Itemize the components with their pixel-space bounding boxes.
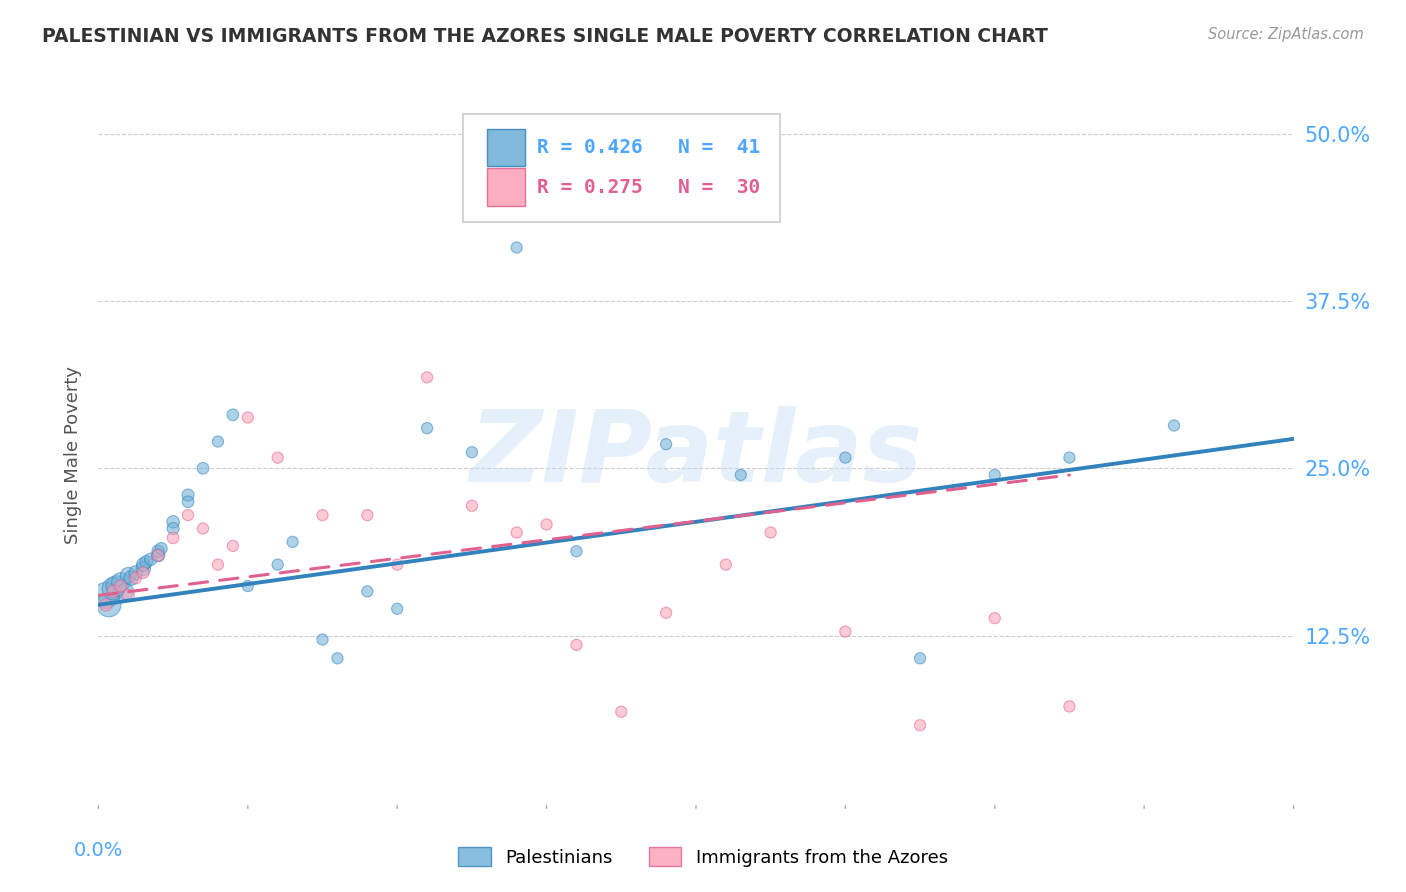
Point [908,718,931,732]
Point [114,584,136,599]
Point [94,598,117,612]
Point [103,584,125,599]
Point [117,589,139,603]
Point [1163,418,1185,433]
Point [120,571,142,585]
Point [191,461,214,475]
Point [236,410,259,425]
Point [125,566,148,580]
Legend: Palestinians, Immigrants from the Azores: Palestinians, Immigrants from the Azores [451,840,955,874]
Point [506,525,529,540]
Point [177,488,200,502]
Point [356,584,378,599]
Point [759,525,782,540]
Point [834,624,856,639]
Point [983,611,1005,625]
Text: Source: ZipAtlas.com: Source: ZipAtlas.com [1208,27,1364,42]
Point [135,555,157,569]
Point [207,558,229,572]
Point [207,434,229,449]
Point [191,521,214,535]
Point [177,494,200,508]
Point [655,606,678,620]
Point [222,539,245,553]
Text: ZIPatlas: ZIPatlas [470,407,922,503]
Point [162,521,184,535]
Y-axis label: Single Male Poverty: Single Male Poverty [65,366,83,544]
Point [139,552,162,566]
Point [110,579,132,593]
Point [150,541,173,556]
Point [236,579,259,593]
Point [162,515,184,529]
Point [177,508,200,523]
Point [326,651,349,665]
Point [461,499,484,513]
Point [132,562,155,576]
Point [536,517,558,532]
FancyBboxPatch shape [486,169,524,206]
Point [834,450,856,465]
Text: 0.0%: 0.0% [73,841,124,860]
Point [655,437,678,451]
Point [267,558,290,572]
Point [267,450,290,465]
Point [1059,450,1081,465]
Point [506,241,529,255]
Point [385,602,409,616]
Point [132,566,155,580]
Point [105,579,128,593]
Point [97,598,120,612]
Point [132,558,155,572]
Point [110,575,132,590]
Point [385,558,409,572]
Point [94,589,117,603]
Point [1059,699,1081,714]
FancyBboxPatch shape [463,114,780,222]
Point [148,548,170,563]
Point [416,421,439,435]
Point [311,632,333,647]
Point [148,548,170,563]
FancyBboxPatch shape [486,128,524,166]
Point [103,582,125,596]
Point [148,544,170,558]
Point [222,408,245,422]
Point [610,705,633,719]
Point [714,558,737,572]
Text: R = 0.426   N =  41: R = 0.426 N = 41 [537,138,761,157]
Point [908,651,931,665]
Point [565,638,588,652]
Point [983,468,1005,483]
Point [416,370,439,384]
Point [730,468,752,483]
Point [356,508,378,523]
Point [461,445,484,459]
Point [281,535,304,549]
Point [565,544,588,558]
Point [117,568,139,582]
Point [162,531,184,545]
Point [125,571,148,585]
Text: R = 0.275   N =  30: R = 0.275 N = 30 [537,178,761,196]
Text: PALESTINIAN VS IMMIGRANTS FROM THE AZORES SINGLE MALE POVERTY CORRELATION CHART: PALESTINIAN VS IMMIGRANTS FROM THE AZORE… [42,27,1047,45]
Point [311,508,333,523]
